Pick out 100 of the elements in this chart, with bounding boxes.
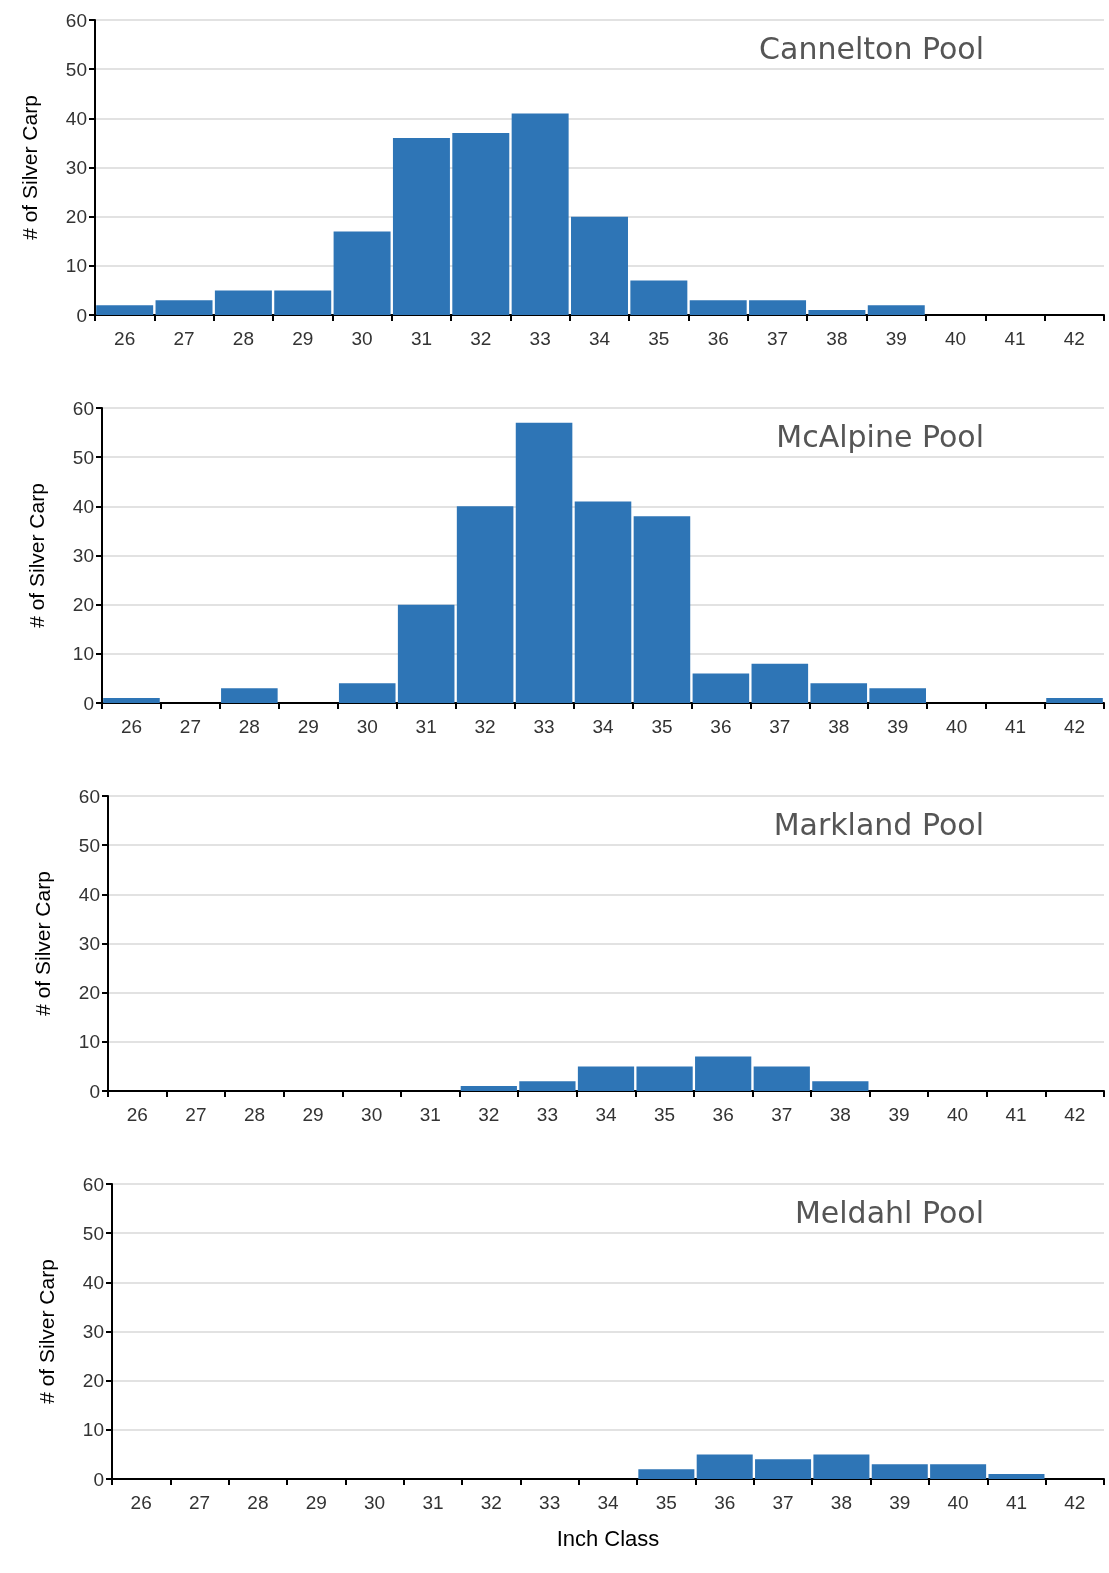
bar xyxy=(333,231,391,315)
x-tick-label: 40 xyxy=(946,1104,969,1125)
x-tick-label: 38 xyxy=(828,716,850,737)
x-tick-label: 35 xyxy=(651,716,673,737)
x-tick-label: 40 xyxy=(946,716,968,737)
bar xyxy=(511,113,569,315)
x-tick-label: 42 xyxy=(1063,716,1086,737)
x-tick-label: 27 xyxy=(173,328,195,349)
y-tick-label: 50 xyxy=(72,446,94,468)
y-tick-label: 60 xyxy=(65,9,87,31)
y-tick-label: 0 xyxy=(89,1080,100,1102)
bar xyxy=(689,300,747,315)
x-tick-label: 39 xyxy=(885,328,907,349)
x-tick-label: 27 xyxy=(188,1492,211,1513)
x-tick-label: 26 xyxy=(130,1492,152,1513)
bar xyxy=(221,688,278,703)
x-tick-label: 33 xyxy=(533,716,555,737)
x-tick-label: 32 xyxy=(480,1492,502,1513)
y-tick-label: 40 xyxy=(78,883,100,905)
bar xyxy=(869,688,926,703)
y-tick-label: 40 xyxy=(65,107,87,129)
bar xyxy=(214,290,272,315)
y-tick-label: 30 xyxy=(72,545,94,566)
y-tick-label: 50 xyxy=(78,834,100,856)
y-tick-label: 20 xyxy=(72,594,94,616)
x-tick-label: 31 xyxy=(422,1492,444,1513)
x-tick-label: 35 xyxy=(654,1104,676,1125)
x-tick-label: 33 xyxy=(536,1104,558,1125)
x-tick-label: 36 xyxy=(714,1492,736,1513)
y-tick-label: 30 xyxy=(82,1321,104,1342)
x-tick-label: 36 xyxy=(710,716,732,737)
x-tick-label: 38 xyxy=(826,328,848,349)
x-axis-title: Inch Class xyxy=(556,1525,660,1551)
x-tick-label: 37 xyxy=(771,1104,793,1125)
x-tick-label: 31 xyxy=(410,328,433,349)
y-tick-label: 10 xyxy=(82,1419,104,1441)
x-tick-label: 41 xyxy=(1005,716,1027,737)
y-tick-label: 20 xyxy=(65,206,87,228)
bar xyxy=(452,133,510,315)
x-tick-label: 32 xyxy=(470,328,492,349)
x-tick-label: 30 xyxy=(364,1492,386,1513)
y-tick-label: 60 xyxy=(72,397,94,419)
x-tick-label: 38 xyxy=(829,1104,851,1125)
bar xyxy=(1046,698,1103,703)
x-tick-label: 34 xyxy=(597,1492,619,1513)
x-tick-label: 26 xyxy=(114,328,136,349)
x-tick-label: 28 xyxy=(247,1492,269,1513)
y-axis-title: # of Silver Carp xyxy=(35,1259,58,1404)
x-tick-label: 29 xyxy=(302,1104,324,1125)
x-tick-label: 34 xyxy=(595,1104,617,1125)
x-tick-label: 34 xyxy=(592,716,614,737)
y-tick-label: 10 xyxy=(78,1031,100,1053)
bar xyxy=(692,673,750,703)
x-tick-label: 32 xyxy=(474,716,496,737)
x-tick-label: 37 xyxy=(772,1492,794,1513)
x-tick-label: 29 xyxy=(297,716,319,737)
y-tick-label: 30 xyxy=(78,933,100,954)
x-tick-label: 40 xyxy=(947,1492,969,1513)
y-axis-title: # of Silver Carp xyxy=(18,95,41,240)
x-tick-label: 42 xyxy=(1064,1492,1086,1513)
y-tick-label: 50 xyxy=(65,58,87,80)
y-tick-label: 0 xyxy=(76,304,87,326)
x-tick-label: 37 xyxy=(766,328,789,349)
bar xyxy=(103,698,160,703)
x-tick-label: 27 xyxy=(179,716,201,737)
x-tick-label: 33 xyxy=(529,328,551,349)
x-tick-label: 28 xyxy=(238,716,260,737)
chart-title: Meldahl Pool xyxy=(794,1194,985,1230)
x-tick-label: 34 xyxy=(588,328,611,349)
bar xyxy=(574,501,632,703)
bar xyxy=(633,516,691,703)
x-tick-label: 27 xyxy=(185,1104,207,1125)
x-tick-label: 30 xyxy=(356,716,378,737)
bar xyxy=(630,280,688,315)
y-tick-label: 10 xyxy=(72,643,94,665)
x-tick-label: 36 xyxy=(712,1104,734,1125)
x-tick-label: 39 xyxy=(887,716,909,737)
y-tick-label: 10 xyxy=(65,255,87,277)
bar xyxy=(456,506,514,703)
x-tick-label: 28 xyxy=(243,1104,266,1125)
bar xyxy=(571,216,628,315)
x-tick-label: 26 xyxy=(120,716,143,737)
x-tick-label: 42 xyxy=(1064,1104,1086,1125)
bar xyxy=(338,683,396,703)
x-tick-label: 30 xyxy=(361,1104,383,1125)
bar xyxy=(155,300,213,315)
y-tick-label: 50 xyxy=(82,1222,104,1244)
x-tick-label: 35 xyxy=(648,328,670,349)
y-tick-label: 40 xyxy=(72,495,94,517)
y-axis-title: # of Silver Carp xyxy=(25,483,48,628)
x-tick-label: 29 xyxy=(305,1492,327,1513)
x-tick-label: 29 xyxy=(292,328,314,349)
bar xyxy=(751,663,809,703)
x-tick-label: 36 xyxy=(707,328,729,349)
y-tick-label: 0 xyxy=(83,692,94,714)
chart-title: Cannelton Pool xyxy=(759,30,985,66)
x-tick-label: 41 xyxy=(1005,1104,1027,1125)
bar xyxy=(96,305,154,315)
bar xyxy=(274,290,332,315)
y-axis-title: # of Silver Carp xyxy=(31,871,54,1016)
